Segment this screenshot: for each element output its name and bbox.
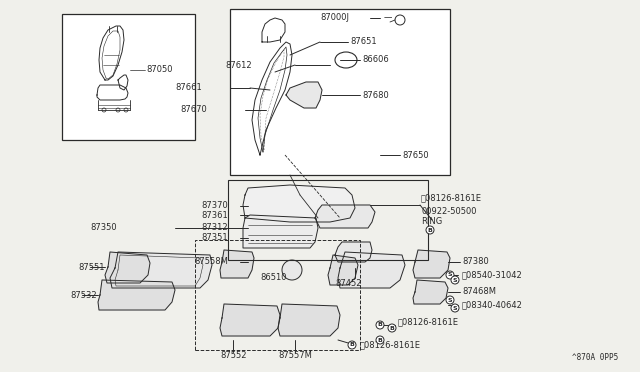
Text: B: B [428,228,433,232]
Polygon shape [335,242,372,262]
Polygon shape [98,280,175,310]
Text: 87651: 87651 [350,38,376,46]
Text: Ⓢ08340-40642: Ⓢ08340-40642 [462,301,523,310]
Text: 87312: 87312 [202,224,228,232]
Bar [195,240,360,350]
Polygon shape [315,205,375,228]
Polygon shape [110,252,212,288]
Text: 87000J: 87000J [320,13,349,22]
Bar [228,180,428,260]
Polygon shape [220,304,280,336]
Text: B: B [378,337,383,343]
Circle shape [282,260,302,280]
Polygon shape [243,185,355,222]
Text: 87532: 87532 [70,291,97,299]
Text: S: S [452,278,458,282]
Text: 87370: 87370 [201,202,228,211]
Polygon shape [328,255,358,285]
Text: 86510: 86510 [260,273,287,282]
Text: 87351: 87351 [202,234,228,243]
Text: 87557M: 87557M [278,350,312,359]
Circle shape [376,336,384,344]
Polygon shape [220,250,254,278]
Bar [62,14,195,140]
Text: 87452: 87452 [335,279,362,289]
Text: Ⓑ08126-8161E: Ⓑ08126-8161E [360,340,421,350]
Text: 87680: 87680 [362,90,388,99]
Circle shape [426,226,434,234]
Circle shape [451,276,459,284]
Text: B: B [349,343,355,347]
Circle shape [446,296,454,304]
Text: 87558M: 87558M [194,257,228,266]
Text: RING: RING [421,218,442,227]
Text: 00922-50500: 00922-50500 [421,208,477,217]
Circle shape [376,321,384,329]
Text: 87361: 87361 [201,211,228,219]
Circle shape [348,341,356,349]
Text: Ⓑ08126-8161E: Ⓑ08126-8161E [421,193,482,202]
Circle shape [451,304,459,312]
Text: B: B [378,323,383,327]
Text: 87468M: 87468M [462,288,496,296]
Text: 87612: 87612 [225,61,252,70]
Text: 87661: 87661 [175,83,202,93]
Text: 87050: 87050 [146,65,173,74]
Polygon shape [105,252,150,283]
Text: S: S [448,298,452,302]
Circle shape [388,324,396,332]
Bar [230,9,450,175]
Text: —: — [384,13,392,22]
Text: 87552: 87552 [220,350,246,359]
Polygon shape [413,250,450,278]
Text: Ⓑ08126-8161E: Ⓑ08126-8161E [398,317,459,327]
Text: B: B [390,326,394,330]
Text: 87380: 87380 [462,257,489,266]
Text: S: S [448,273,452,278]
Circle shape [446,271,454,279]
Text: 87670: 87670 [180,106,207,115]
Polygon shape [286,82,322,108]
Polygon shape [278,304,340,336]
Text: 87551: 87551 [78,263,104,272]
Text: 87650: 87650 [402,151,429,160]
Text: ^870A 0PP5: ^870A 0PP5 [572,353,618,362]
Text: S: S [452,305,458,311]
Text: Ⓢ08540-31042: Ⓢ08540-31042 [462,270,523,279]
Text: 87350: 87350 [90,224,116,232]
Text: 86606: 86606 [362,55,388,64]
Polygon shape [243,215,318,248]
Polygon shape [338,252,405,288]
Polygon shape [413,280,448,304]
